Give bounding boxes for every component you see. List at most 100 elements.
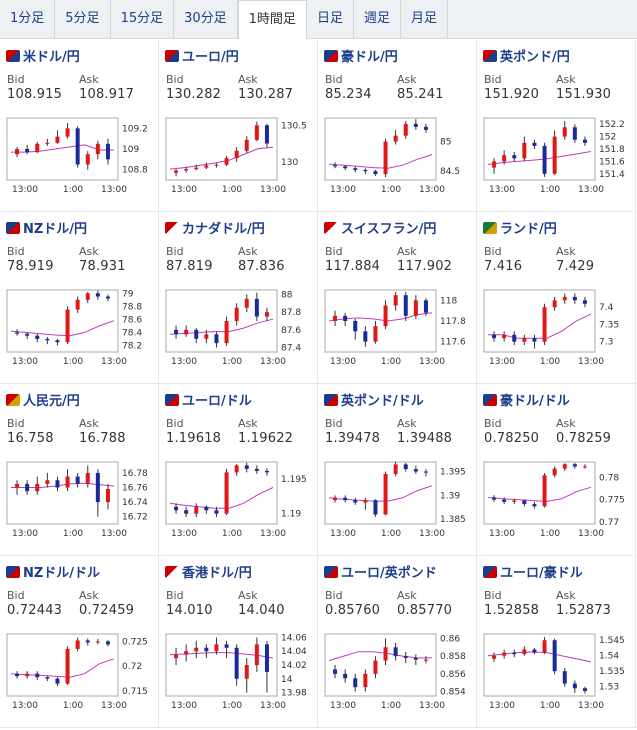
x-tick-label: 1:00 [540,357,560,367]
y-tick-label: 0.86 [440,634,460,644]
pair-title[interactable]: 豪ドル/円 [324,46,398,65]
tab-3[interactable]: 30分足 [174,0,238,38]
pair-title[interactable]: NZドル/ドル [6,562,100,581]
candle [55,678,60,684]
candle [562,296,567,301]
rate-card[interactable]: 香港ドル/円 Bid Ask 14.010 14.040 14.06 14.04 14.02 1… [159,556,318,728]
x-tick-label: 13:00 [260,185,286,195]
rate-card[interactable]: ユーロ/円 Bid Ask 130.282 130.287 130.5 130 13:00 1:… [159,40,318,212]
tab-0[interactable]: 1分足 [0,0,56,38]
candle [353,321,358,332]
price-chart[interactable]: 79 78.8 78.6 78.4 78.2 13:00 1:00 13:00 [0,284,159,380]
bid-value: 7.416 [484,259,523,274]
rate-card[interactable]: NZドル/円 Bid Ask 78.919 78.931 79 78.8 78.6 78.4 78… [0,212,159,384]
rate-card[interactable]: カナダドル/円 Bid Ask 87.819 87.836 88 87.8 87.6 87.4 1… [159,212,318,384]
candle [174,329,179,335]
pair-title[interactable]: ユーロ/豪ドル [483,562,583,581]
pair-name: 豪ドル/円 [341,50,398,65]
y-tick-label: 16.78 [122,469,148,479]
flag-icon [165,393,179,406]
candle [333,669,338,674]
pair-title[interactable]: 英ポンド/ドル [324,390,424,409]
candle [25,673,30,677]
y-tick-label: 118 [440,296,457,306]
rate-card[interactable]: ユーロ/英ポンド Bid Ask 0.85760 0.85770 0.86 0.858 0.8… [318,556,477,728]
price-chart[interactable]: 16.78 16.76 16.74 16.72 13:00 1:00 13:00 [0,456,159,552]
pair-title[interactable]: NZドル/円 [6,218,87,237]
price-chart[interactable]: 152.2 152 151.8 151.6 151.4 13:00 1:00 13:00 [477,112,636,208]
pair-title[interactable]: 米ドル/円 [6,46,80,65]
pair-title[interactable]: 人民元/円 [6,390,80,409]
tab-6[interactable]: 週足 [354,0,401,38]
rate-card[interactable]: 豪ドル/円 Bid Ask 85.234 85.241 85 84.5 13:00 1:00 13… [318,40,477,212]
rate-card[interactable]: スイスフラン/円 Bid Ask 117.884 117.902 118 117.8 117.… [318,212,477,384]
chart-frame [6,117,119,181]
candle [75,299,80,310]
tab-1[interactable]: 5分足 [55,0,111,38]
candle [532,338,537,342]
candle [45,677,50,679]
candle [224,472,229,514]
pair-title[interactable]: ユーロ/ドル [165,390,252,409]
candle [105,488,110,503]
chart-frame [324,461,437,525]
y-tick-label: 78.8 [122,302,142,312]
price-chart[interactable]: 7.4 7.35 7.3 13:00 1:00 13:00 [477,284,636,380]
pair-title[interactable]: 香港ドル/円 [165,562,252,581]
price-chart[interactable]: 0.725 0.72 0.715 13:00 1:00 13:00 [0,628,159,724]
pair-name: 香港ドル/円 [182,566,252,581]
pair-title[interactable]: カナダドル/円 [165,218,265,237]
pair-title[interactable]: スイスフラン/円 [324,218,436,237]
bid-value: 0.78250 [484,431,540,446]
ask-label: Ask [79,73,99,86]
candle [234,465,239,473]
candle [492,161,497,168]
tab-7[interactable]: 月足 [401,0,448,38]
flag-icon [165,49,179,62]
rate-card[interactable]: 豪ドル/ドル Bid Ask 0.78250 0.78259 0.78 0.775 0.77 1… [477,384,636,556]
tab-2[interactable]: 15分足 [111,0,175,38]
rate-card[interactable]: 人民元/円 Bid Ask 16.758 16.788 16.78 16.76 16.74 16… [0,384,159,556]
x-tick-label: 1:00 [63,185,83,195]
candle [492,334,497,339]
pair-title[interactable]: ユーロ/英ポンド [324,562,437,581]
rate-card[interactable]: NZドル/ドル Bid Ask 0.72443 0.72459 0.725 0.72 0.71… [0,556,159,728]
rate-card[interactable]: 英ポンド/円 Bid Ask 151.920 151.930 152.2 152 151.8 1… [477,40,636,212]
candle [552,468,557,476]
price-chart[interactable]: 85 84.5 13:00 1:00 13:00 [318,112,477,208]
candle [572,296,577,301]
price-chart[interactable]: 1.545 1.54 1.535 1.53 13:00 1:00 13:00 [477,628,636,724]
candle [55,480,60,488]
rate-card[interactable]: ランド/円 Bid Ask 7.416 7.429 7.4 7.35 7.3 13:00 1:00… [477,212,636,384]
price-chart[interactable]: 109.2 109 108.8 13:00 1:00 13:00 [0,112,159,208]
price-chart[interactable]: 14.06 14.04 14.02 14 13.98 13:00 1:00 13:00 [159,628,318,724]
pair-title[interactable]: 英ポンド/円 [483,46,570,65]
price-chart[interactable]: 1.395 1.39 1.385 13:00 1:00 13:00 [318,456,477,552]
candle [413,469,418,472]
rate-card[interactable]: 英ポンド/ドル Bid Ask 1.39478 1.39488 1.395 1.39 1.38… [318,384,477,556]
y-tick-label: 0.77 [599,518,619,528]
candle [244,665,249,679]
rate-card[interactable]: 米ドル/円 Bid Ask 108.915 108.917 109.2 109 108.8 13… [0,40,159,212]
price-chart[interactable]: 130.5 130 13:00 1:00 13:00 [159,112,318,208]
price-chart[interactable]: 118 117.8 117.6 13:00 1:00 13:00 [318,284,477,380]
y-tick-label: 1.195 [281,475,307,485]
x-tick-label: 1:00 [222,529,242,539]
rate-card[interactable]: ユーロ/ドル Bid Ask 1.19618 1.19622 1.195 1.19 13:00… [159,384,318,556]
rate-card[interactable]: ユーロ/豪ドル Bid Ask 1.52858 1.52873 1.545 1.54 1.53… [477,556,636,728]
price-chart[interactable]: 1.195 1.19 13:00 1:00 13:00 [159,456,318,552]
pair-title[interactable]: 豪ドル/ドル [483,390,570,409]
tab-4[interactable]: 1時間足 [237,0,307,39]
candle [244,298,249,308]
candle [194,506,199,514]
bid-value: 0.72443 [7,603,63,618]
y-tick-label: 13.98 [281,689,307,699]
price-chart[interactable]: 0.86 0.858 0.856 0.854 13:00 1:00 13:00 [318,628,477,724]
x-tick-label: 13:00 [101,357,127,367]
chart-frame [165,461,278,525]
tab-5[interactable]: 日足 [307,0,354,38]
price-chart[interactable]: 88 87.8 87.6 87.4 13:00 1:00 13:00 [159,284,318,380]
pair-title[interactable]: ランド/円 [483,218,557,237]
pair-title[interactable]: ユーロ/円 [165,46,239,65]
